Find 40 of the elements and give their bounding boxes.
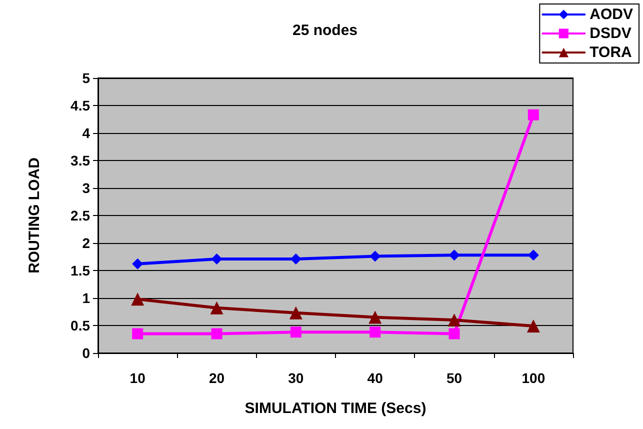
legend-label: AODV (590, 6, 634, 23)
point (448, 314, 461, 326)
legend-label: TORA (590, 44, 632, 61)
y-tick-label: 2 (82, 235, 90, 251)
point (448, 250, 460, 261)
point (448, 328, 460, 340)
x-tick-label: 40 (367, 370, 384, 386)
y-tick-label: 3 (82, 180, 90, 196)
chart-title: 25 nodes (292, 22, 358, 39)
point (132, 258, 144, 270)
point (528, 109, 539, 120)
y-tick-label: 4.5 (70, 98, 90, 114)
point (370, 326, 381, 338)
x-axis-title: SIMULATION TIME (Secs) (244, 400, 426, 417)
point (289, 306, 302, 320)
y-tick-label: 5 (82, 70, 90, 86)
x-tick-label: 10 (130, 370, 146, 386)
point (132, 328, 144, 340)
point (368, 310, 382, 324)
x-tick-label: 100 (522, 370, 546, 386)
point (528, 250, 539, 261)
y-tick-label: 0 (82, 345, 90, 361)
y-tick-label: 2.5 (70, 208, 90, 224)
y-tick-label: 4 (82, 125, 90, 141)
y-tick-label: 0.5 (70, 318, 90, 334)
point (210, 301, 224, 314)
point (290, 326, 302, 338)
legend-label: DSDV (590, 25, 632, 42)
y-tick-label: 1 (82, 290, 90, 306)
x-tick-label: 50 (446, 370, 462, 386)
point (211, 328, 222, 340)
point (211, 253, 222, 264)
point (370, 250, 381, 262)
point (131, 292, 144, 306)
y-tick-label: 1.5 (70, 262, 90, 278)
y-axis-title: ROUTING LOAD (26, 157, 43, 274)
x-tick-label: 30 (288, 370, 304, 386)
point (526, 320, 540, 333)
y-tick-label: 3.5 (70, 152, 90, 168)
x-tick-label: 20 (208, 370, 225, 386)
